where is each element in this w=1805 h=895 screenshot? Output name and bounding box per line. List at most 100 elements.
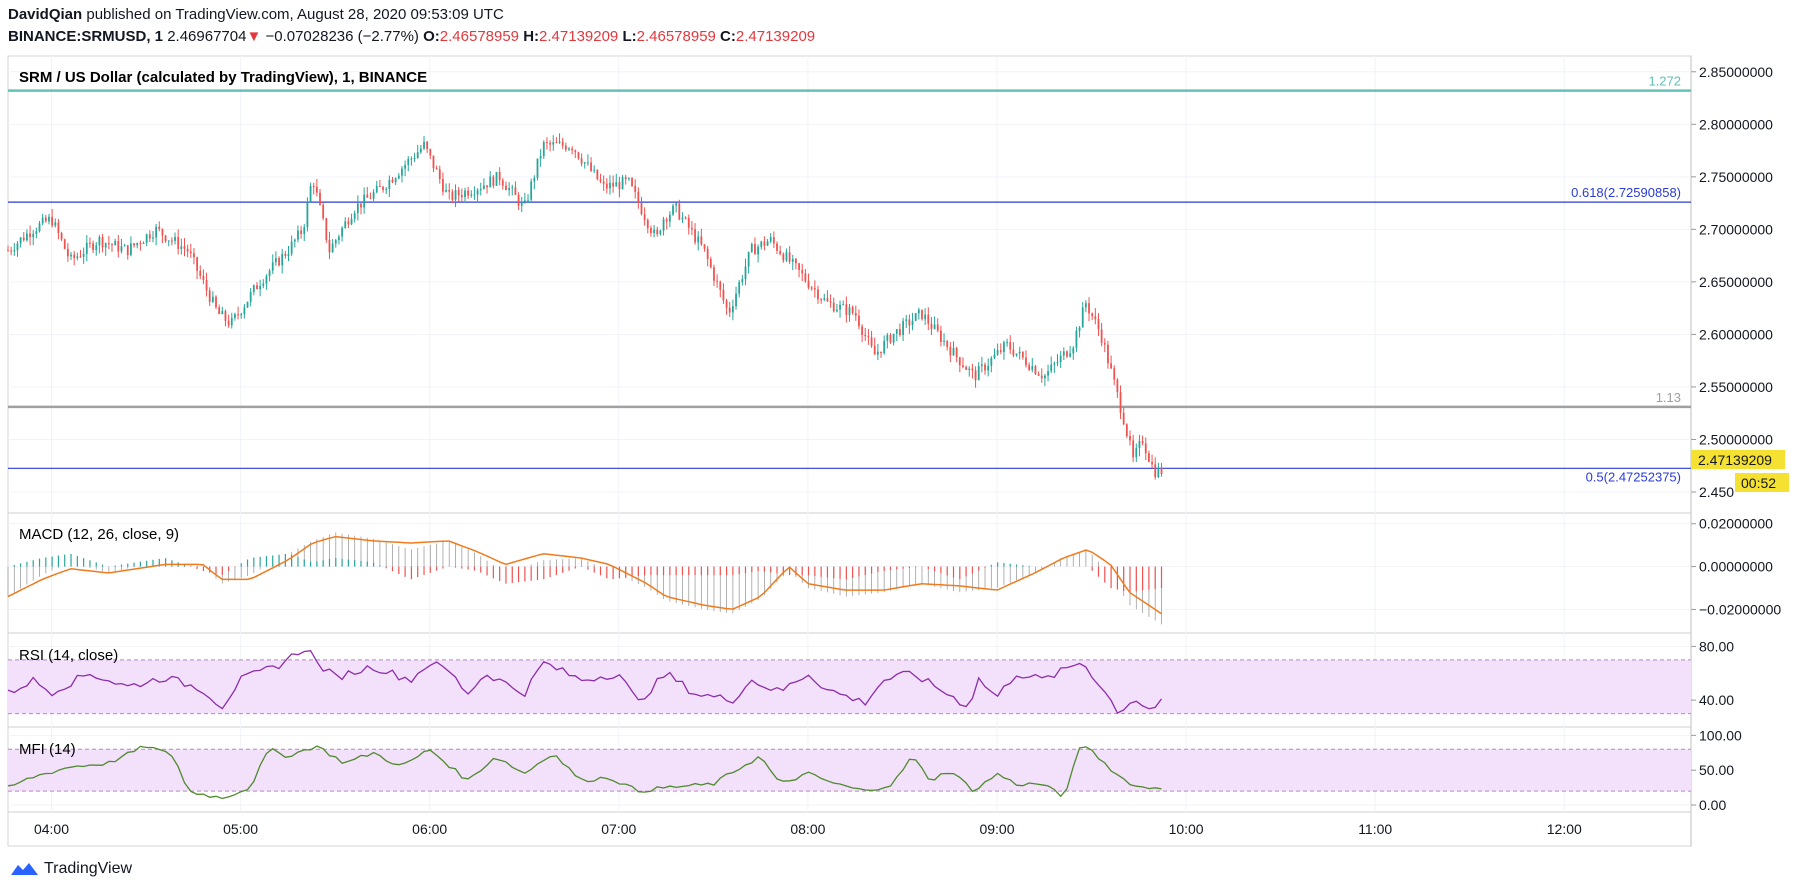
candle-body bbox=[955, 347, 958, 358]
candle-body bbox=[580, 158, 583, 164]
candle-body bbox=[820, 299, 823, 301]
candle-body bbox=[684, 217, 687, 219]
candle-body bbox=[315, 186, 318, 193]
candle-body bbox=[754, 244, 756, 255]
candle-body bbox=[158, 226, 161, 230]
candle-body bbox=[1100, 329, 1103, 343]
candle-body bbox=[1044, 375, 1046, 379]
candle-body bbox=[987, 365, 990, 371]
candle-body bbox=[174, 236, 176, 241]
candle-body bbox=[1154, 464, 1157, 477]
candle-body bbox=[665, 219, 668, 222]
time-tick-label: 09:00 bbox=[979, 821, 1014, 837]
candle-body bbox=[1072, 347, 1075, 354]
candle-body bbox=[341, 227, 343, 237]
candle-body bbox=[678, 203, 681, 220]
candle-body bbox=[807, 280, 810, 288]
candle-body bbox=[7, 250, 9, 252]
price-tick-label: 2.55000000 bbox=[1699, 379, 1773, 395]
candle-body bbox=[120, 246, 123, 252]
mfi-band-fill bbox=[8, 749, 1691, 792]
time-axis[interactable]: 04:00 05:00 06:00 07:00 08:00 09:00 10:00 11:00… bbox=[34, 821, 1582, 837]
candle-body bbox=[798, 263, 800, 270]
candle-body bbox=[57, 222, 60, 233]
candle-body bbox=[643, 214, 646, 221]
candle-body bbox=[281, 253, 284, 266]
mfi-pane-title: MFI (14) bbox=[19, 741, 76, 758]
candle-body bbox=[523, 200, 526, 202]
candle-body bbox=[618, 182, 621, 190]
candle-body bbox=[445, 189, 447, 192]
mfi-band bbox=[8, 748, 1691, 792]
candle-body bbox=[483, 185, 485, 189]
candle-body bbox=[1135, 448, 1138, 458]
candle-body bbox=[999, 350, 1002, 352]
candle-body bbox=[60, 232, 63, 240]
macd-histogram bbox=[7, 532, 1163, 625]
candle-body bbox=[980, 364, 983, 367]
candle-body bbox=[609, 182, 611, 189]
candle-body bbox=[766, 241, 769, 246]
candle-body bbox=[101, 237, 104, 248]
candle-body bbox=[152, 237, 154, 239]
candle-body bbox=[634, 185, 637, 192]
candle-body bbox=[650, 228, 652, 234]
candle-body bbox=[1009, 342, 1012, 350]
author-name[interactable]: DavidQian bbox=[8, 6, 83, 23]
time-tick-label: 08:00 bbox=[790, 821, 825, 837]
candle-body bbox=[744, 266, 747, 280]
candle-body bbox=[372, 192, 375, 199]
candle-body bbox=[558, 141, 561, 143]
candle-body bbox=[230, 317, 233, 326]
price-axis[interactable]: 2.85000000 2.80000000 2.75000000 2.70000000… bbox=[1691, 64, 1781, 813]
candle-body bbox=[596, 169, 599, 180]
candle-body bbox=[965, 367, 968, 370]
candle-body bbox=[177, 236, 180, 249]
candle-body bbox=[851, 307, 854, 313]
fib-levels[interactable]: 1.272 0.618(2.72590858) 1.13 0.5(2.47252375… bbox=[8, 74, 1691, 485]
time-tick-label: 07:00 bbox=[601, 821, 636, 837]
tradingview-logo-icon bbox=[11, 863, 38, 875]
candle-body bbox=[858, 315, 860, 327]
candle-body bbox=[769, 237, 772, 242]
macd-tick-label: −0.02000000 bbox=[1699, 601, 1781, 617]
candle-body bbox=[331, 243, 334, 253]
rsi-tick-label: 80.00 bbox=[1699, 638, 1734, 654]
candle-body bbox=[404, 164, 407, 169]
candle-body bbox=[886, 334, 889, 341]
candle-body bbox=[227, 320, 230, 326]
candle-body bbox=[599, 179, 602, 182]
candle-body bbox=[1003, 342, 1005, 352]
price-tick-label: 2.450 bbox=[1699, 484, 1734, 500]
tradingview-logo[interactable]: TradingView bbox=[10, 860, 132, 878]
candle-body bbox=[464, 190, 466, 198]
candle-body bbox=[996, 350, 999, 355]
candle-body bbox=[1050, 364, 1053, 372]
candle-body bbox=[637, 191, 640, 203]
low-value: 2.46578959 bbox=[636, 28, 716, 45]
candle-body bbox=[117, 240, 120, 252]
candle-body bbox=[347, 221, 350, 225]
candle-body bbox=[520, 201, 523, 206]
candle-body bbox=[378, 185, 381, 187]
candle-body bbox=[432, 155, 435, 169]
candle-body bbox=[145, 234, 148, 243]
candle-body bbox=[218, 307, 221, 315]
candle-body bbox=[167, 240, 170, 242]
candle-body bbox=[1069, 353, 1072, 357]
candle-body bbox=[845, 304, 848, 316]
candle-body bbox=[791, 258, 794, 262]
candle-body bbox=[1053, 363, 1056, 365]
candle-body bbox=[319, 192, 321, 205]
candle-body bbox=[864, 334, 867, 337]
candle-body bbox=[552, 142, 555, 145]
candle-body bbox=[747, 251, 750, 267]
candle-body bbox=[479, 188, 482, 191]
candle-body bbox=[79, 256, 82, 258]
candle-body bbox=[697, 236, 700, 243]
candle-body bbox=[353, 213, 356, 219]
candle-body bbox=[627, 178, 630, 180]
candle-body bbox=[306, 201, 309, 228]
candle-body bbox=[1059, 355, 1062, 363]
